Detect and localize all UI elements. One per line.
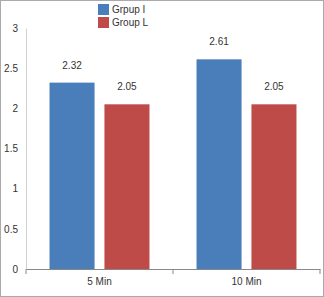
x-tick: 10 Min [231,269,261,287]
frame [1,1,324,297]
y-tick: 0.5 [4,224,26,235]
y-tick-label: 1 [12,183,18,194]
y-tick: 0 [12,264,26,275]
y-tick: 2.5 [4,63,26,74]
x-tick: 5 Min [87,269,111,287]
chart: 0 0.5 1 1.5 2 2.5 3 5 Min 10 Min 2.32 2.61 2.05 2.05… [0,0,324,297]
bars [50,59,297,269]
legend-label: Group L [112,17,149,28]
data-label: 2.32 [62,60,82,71]
plot: 0 0.5 1 1.5 2 2.5 3 5 Min 10 Min 2.32 2.61 2.05 2.05 [4,23,320,287]
y-tick-label: 2 [12,103,18,114]
x-tick-label: 10 Min [231,276,261,287]
legend-label: Grpup I [112,4,145,15]
y-tick-label: 0 [12,264,18,275]
legend-swatch [98,4,109,15]
legend: Grpup I Group L [98,4,149,28]
x-boundary-tick [26,269,27,274]
y-tick: 3 [12,23,26,34]
y-tick-label: 0.5 [4,224,18,235]
x-axis: 5 Min 10 Min [26,269,321,287]
legend-item: Group L [98,17,149,28]
data-labels: 2.32 2.61 2.05 2.05 [62,36,284,92]
y-tick: 2 [12,103,26,114]
bar [50,83,95,269]
y-axis: 0 0.5 1 1.5 2 2.5 3 [4,23,26,275]
y-tick: 1 [12,183,26,194]
bar [104,104,149,269]
bar [197,59,242,269]
data-label: 2.05 [117,81,137,92]
legend-item: Grpup I [98,4,145,15]
x-boundary-tick [173,269,174,274]
data-label: 2.61 [209,36,229,47]
data-label: 2.05 [264,81,284,92]
y-tick-label: 3 [12,23,18,34]
x-tick-label: 5 Min [87,276,111,287]
y-axis-line [26,29,27,270]
x-boundary-tick [320,269,321,274]
y-tick-label: 1.5 [4,143,18,154]
y-tick: 1.5 [4,143,26,154]
legend-swatch [98,17,109,28]
bar [251,104,296,269]
y-tick-label: 2.5 [4,63,18,74]
